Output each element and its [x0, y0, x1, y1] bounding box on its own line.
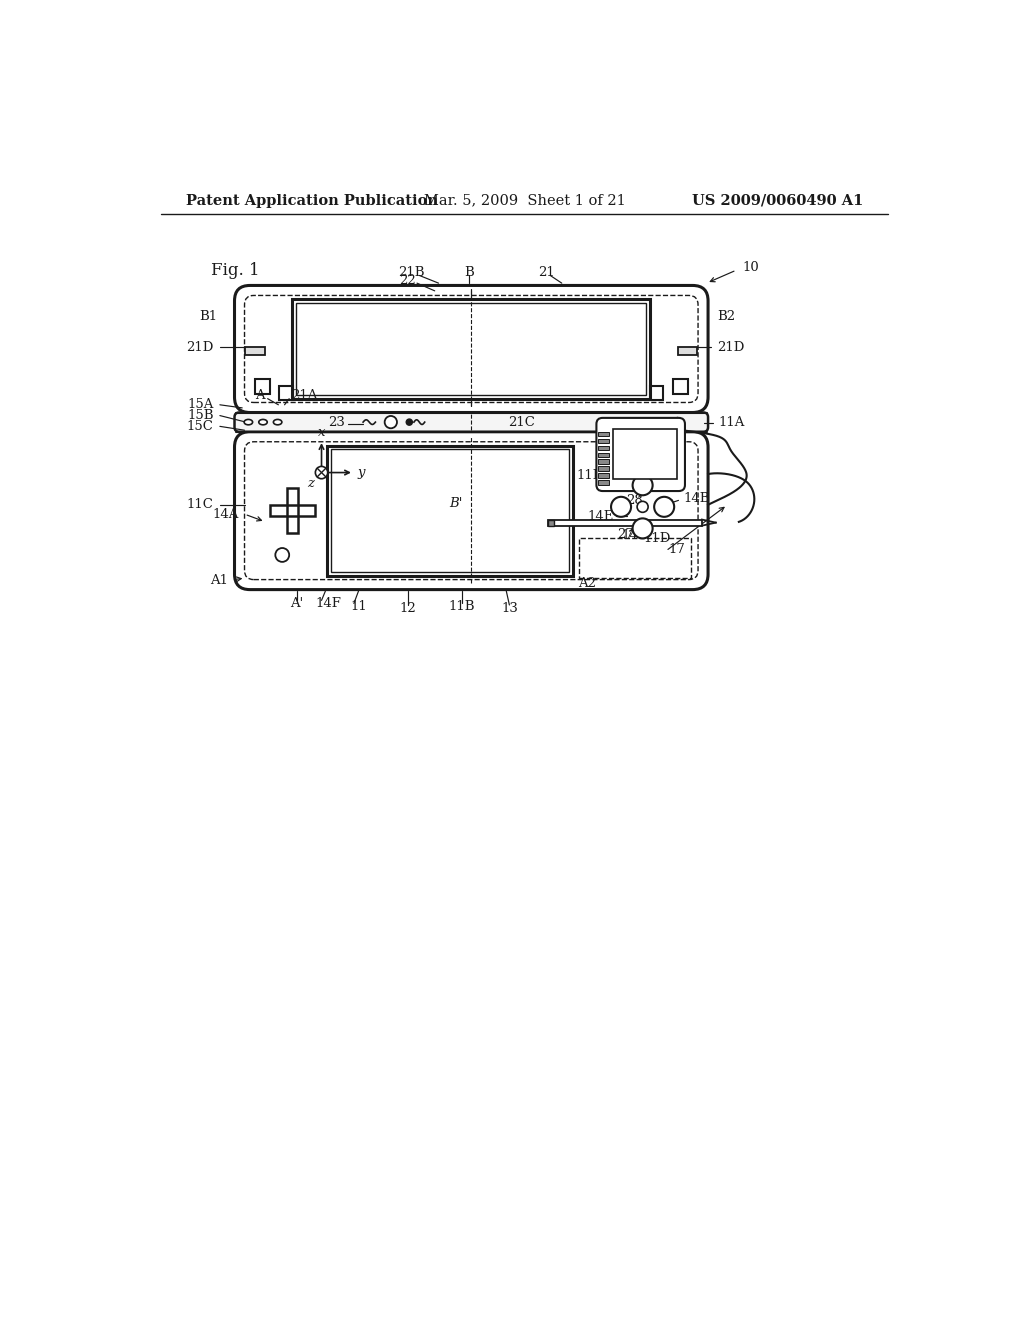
Bar [580, 539, 691, 578]
Bar [287, 488, 298, 533]
Bar [649, 387, 664, 400]
Bar [292, 300, 650, 399]
Text: B1: B1 [200, 310, 217, 323]
Bar [327, 446, 573, 576]
Text: B: B [465, 265, 474, 279]
Text: Mar. 5, 2009  Sheet 1 of 21: Mar. 5, 2009 Sheet 1 of 21 [424, 194, 626, 207]
Bar [331, 450, 569, 572]
FancyBboxPatch shape [234, 285, 708, 412]
Text: 27: 27 [617, 528, 634, 541]
Text: 14B: 14B [683, 492, 710, 506]
Text: 22: 22 [399, 273, 416, 286]
Text: B2: B2 [717, 310, 735, 323]
Text: x: x [317, 426, 326, 440]
Ellipse shape [244, 420, 253, 425]
Text: Patent Application Publication: Patent Application Publication [186, 194, 438, 207]
Text: 21: 21 [538, 265, 555, 279]
Text: 10: 10 [742, 261, 760, 275]
Ellipse shape [259, 420, 267, 425]
Text: A2: A2 [579, 577, 596, 590]
Circle shape [611, 496, 631, 517]
Text: 21D: 21D [186, 341, 214, 354]
Bar [598, 459, 608, 465]
Text: 14C: 14C [622, 529, 648, 543]
Text: 15C: 15C [186, 420, 214, 433]
Text: 11C: 11C [186, 499, 214, 511]
Circle shape [633, 519, 652, 539]
Bar [598, 453, 608, 457]
Bar [613, 429, 677, 479]
Text: Fig. 1: Fig. 1 [211, 261, 260, 279]
Text: 21C: 21C [508, 416, 535, 429]
Bar [598, 432, 608, 437]
Text: 28: 28 [627, 494, 643, 507]
Text: 11: 11 [351, 601, 368, 612]
Text: 15B: 15B [187, 409, 214, 422]
Bar [296, 304, 646, 395]
Text: 12: 12 [399, 602, 416, 615]
Text: 11B: 11B [449, 601, 475, 612]
Bar [548, 520, 554, 525]
Circle shape [275, 548, 289, 562]
FancyBboxPatch shape [234, 432, 708, 590]
Circle shape [633, 475, 652, 495]
Bar [598, 446, 608, 450]
Text: B': B' [449, 496, 462, 510]
Text: 11A: 11A [718, 416, 744, 429]
Circle shape [385, 416, 397, 428]
Text: 21A: 21A [291, 389, 317, 403]
Circle shape [654, 496, 674, 517]
Bar [598, 466, 608, 471]
Text: 14D: 14D [643, 466, 671, 479]
Text: A': A' [290, 597, 303, 610]
Text: 14A: 14A [212, 508, 239, 520]
Text: 14F: 14F [315, 597, 341, 610]
Text: US 2009/0060490 A1: US 2009/0060490 A1 [692, 194, 863, 207]
Bar [598, 480, 608, 484]
FancyBboxPatch shape [596, 418, 685, 491]
Circle shape [315, 466, 328, 479]
Bar [673, 379, 688, 395]
Bar [598, 474, 608, 478]
Text: 17: 17 [668, 543, 685, 556]
Bar [246, 347, 264, 355]
Text: 15A: 15A [187, 399, 214, 412]
Bar [598, 438, 608, 444]
Text: 11D: 11D [643, 532, 671, 545]
Text: A: A [255, 389, 264, 403]
Bar [270, 506, 314, 516]
FancyBboxPatch shape [234, 412, 708, 432]
Text: 21B: 21B [398, 265, 425, 279]
Circle shape [407, 418, 413, 425]
Text: 11D: 11D [575, 469, 603, 482]
Text: 14E: 14E [588, 510, 614, 523]
Circle shape [637, 502, 648, 512]
Bar [255, 379, 270, 395]
Bar [678, 347, 697, 355]
Text: 21D: 21D [717, 341, 744, 354]
Ellipse shape [273, 420, 282, 425]
Text: z: z [307, 477, 314, 490]
Bar [548, 520, 701, 525]
Text: A1: A1 [210, 574, 227, 587]
Text: y: y [357, 466, 366, 479]
Text: 13: 13 [501, 602, 518, 615]
Text: 23: 23 [328, 416, 345, 429]
Bar [280, 387, 293, 400]
